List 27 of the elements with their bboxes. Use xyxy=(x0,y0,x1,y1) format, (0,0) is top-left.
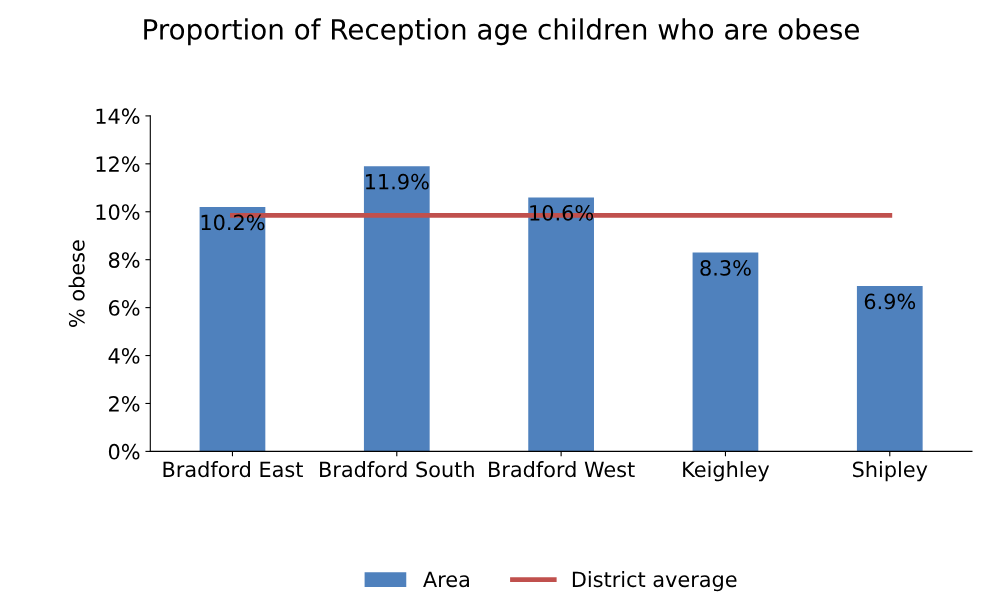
y-tick-label: 14% xyxy=(96,108,140,125)
data-label: 6.9% xyxy=(864,293,916,310)
bar xyxy=(199,206,266,452)
data-label: 10.2% xyxy=(201,214,265,231)
y-tick-label: 4% xyxy=(108,348,140,364)
y-tick-label: 10% xyxy=(96,204,140,220)
chart-title: Proportion of Reception age children who are obese xyxy=(144,18,859,46)
bar xyxy=(528,197,594,452)
legend-label: Area xyxy=(423,571,469,588)
bar xyxy=(363,166,430,452)
legend-label: District average xyxy=(572,571,737,592)
x-tick-label: Bradford East xyxy=(163,461,303,478)
data-label: 11.9% xyxy=(365,173,429,190)
y-tick-label: 12% xyxy=(96,156,140,173)
y-tick-label: 6% xyxy=(108,300,140,316)
y-tick-label: 8% xyxy=(108,252,140,268)
y-axis-title: % obese xyxy=(68,240,85,327)
bar xyxy=(856,286,923,452)
x-tick-label: Bradford West xyxy=(489,461,635,478)
data-label: 8.3% xyxy=(700,260,751,276)
x-tick-label: Bradford South xyxy=(320,461,474,478)
x-tick-label: Shipley xyxy=(852,461,928,482)
x-tick-label: Keighley xyxy=(683,461,770,482)
data-label: 10.6% xyxy=(530,204,594,221)
bar xyxy=(692,252,759,452)
y-tick-label: 0% xyxy=(108,443,140,460)
y-tick-label: 2% xyxy=(109,395,140,412)
